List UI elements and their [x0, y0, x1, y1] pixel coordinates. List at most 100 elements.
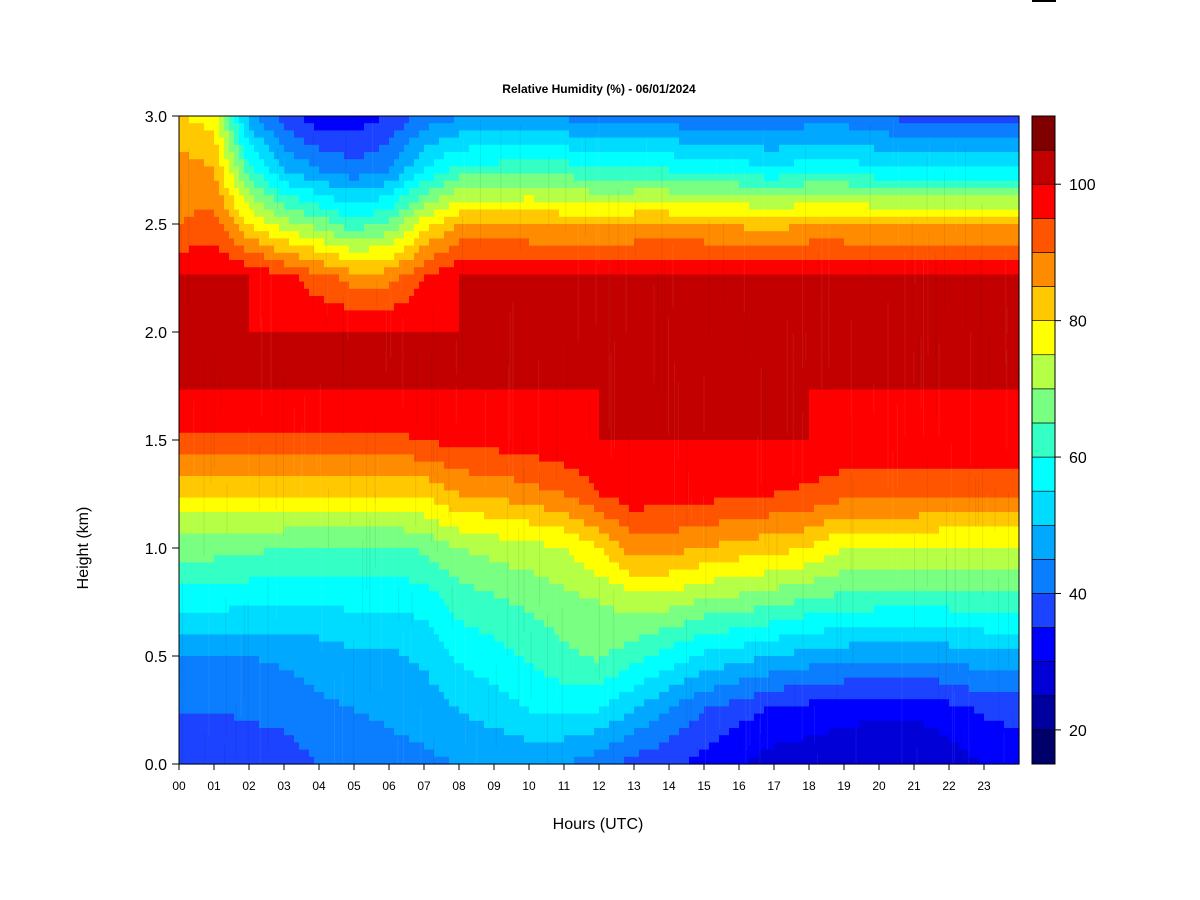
heatmap-cell [219, 735, 225, 743]
heatmap-cell [269, 130, 275, 139]
heatmap-cell [454, 360, 460, 369]
heatmap-cell [359, 735, 365, 743]
heatmap-cell [209, 296, 215, 304]
heatmap-cell [364, 656, 370, 664]
heatmap-cell [184, 224, 190, 232]
heatmap-cell [389, 440, 395, 448]
heatmap-cell [199, 612, 205, 621]
heatmap-cell [439, 116, 445, 124]
heatmap-cell [294, 216, 300, 225]
heatmap-cell [369, 512, 375, 520]
heatmap-cell [429, 353, 435, 362]
heatmap-cell [429, 418, 435, 427]
heatmap-cell [319, 663, 325, 671]
heatmap-cell [354, 576, 360, 585]
heatmap-cell [249, 389, 255, 398]
heatmap-cell [344, 310, 350, 319]
heatmap-cell [289, 137, 295, 146]
heatmap-cell [349, 627, 355, 635]
heatmap-cell [284, 166, 290, 175]
heatmap-cell [359, 612, 365, 621]
heatmap-cell [439, 591, 445, 599]
heatmap-cell [409, 188, 415, 196]
heatmap-cell [324, 238, 330, 247]
heatmap-cell [344, 224, 350, 232]
heatmap-cell [259, 504, 265, 513]
heatmap-cell [344, 432, 350, 441]
heatmap-cell [249, 562, 255, 571]
heatmap-cell [189, 231, 195, 239]
heatmap-cell [439, 166, 445, 175]
heatmap-cell [314, 173, 320, 182]
heatmap-cell [449, 476, 455, 484]
heatmap-cell [339, 116, 345, 124]
heatmap-cell [229, 699, 235, 707]
heatmap-cell [184, 188, 190, 196]
heatmap-cell [384, 540, 390, 549]
heatmap-cell [439, 612, 445, 621]
heatmap-cell [409, 238, 415, 247]
heatmap-cell [314, 735, 320, 743]
heatmap-cell [184, 116, 190, 124]
heatmap-cell [224, 368, 230, 376]
heatmap-cell [179, 749, 185, 758]
heatmap-cell [404, 504, 410, 513]
heatmap-cell [379, 317, 385, 326]
heatmap-cell [369, 324, 375, 333]
heatmap-cell [354, 252, 360, 261]
heatmap-cell [274, 353, 280, 362]
heatmap-cell [374, 274, 380, 283]
heatmap-cell [334, 130, 340, 139]
heatmap-cell [214, 346, 220, 355]
heatmap-cell [229, 720, 235, 729]
heatmap-cell [424, 555, 430, 563]
heatmap-cell [314, 137, 320, 146]
heatmap-cell [319, 648, 325, 657]
heatmap-cell [354, 476, 360, 484]
heatmap-cell [184, 454, 190, 463]
heatmap-cell [304, 224, 310, 232]
heatmap-cell [449, 252, 455, 261]
heatmap-cell [344, 216, 350, 225]
heatmap-cell [384, 756, 390, 765]
heatmap-cell [449, 245, 455, 254]
heatmap-cell [329, 612, 335, 621]
heatmap-cell [219, 497, 225, 506]
heatmap-cell [189, 656, 195, 664]
heatmap-cell [449, 144, 455, 153]
heatmap-cell [434, 188, 440, 196]
heatmap-cell [374, 252, 380, 261]
heatmap-cell [404, 713, 410, 722]
heatmap-cell [209, 476, 215, 484]
heatmap-cell [269, 425, 275, 434]
heatmap-cell [179, 368, 185, 376]
heatmap-cell [239, 166, 245, 175]
heatmap-cell [304, 483, 310, 491]
heatmap-cell [289, 497, 295, 506]
heatmap-cell [234, 281, 240, 290]
heatmap-cell [409, 598, 415, 607]
heatmap-cell [254, 123, 260, 131]
heatmap-cell [254, 396, 260, 405]
heatmap-cell [279, 281, 285, 290]
heatmap-cell [269, 368, 275, 376]
heatmap-cell [314, 497, 320, 506]
heatmap-cell [359, 231, 365, 239]
heatmap-cell [314, 339, 320, 347]
heatmap-cell [254, 404, 260, 412]
heatmap-cell [399, 173, 405, 182]
heatmap-cell [294, 346, 300, 355]
heatmap-cell [389, 656, 395, 664]
heatmap-cell [269, 202, 275, 211]
heatmap-cell [439, 692, 445, 700]
heatmap-cell [309, 346, 315, 355]
heatmap-cell [334, 382, 340, 391]
heatmap-cell [434, 692, 440, 700]
heatmap-cell [339, 627, 345, 635]
heatmap-cell [284, 749, 290, 758]
heatmap-cell [179, 620, 185, 628]
heatmap-cell [254, 627, 260, 635]
heatmap-cell [434, 310, 440, 319]
heatmap-cell [389, 555, 395, 563]
heatmap-cell [304, 562, 310, 571]
